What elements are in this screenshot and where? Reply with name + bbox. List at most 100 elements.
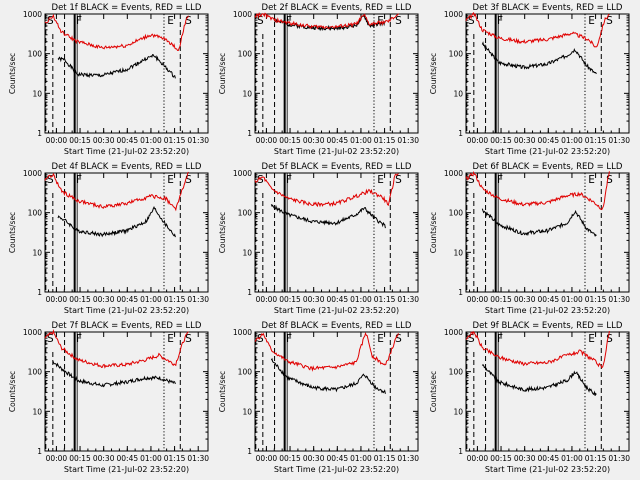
y-tick-label: 1 [37,288,42,297]
x-tick-label: 00:00 [46,136,68,145]
y-axis-label: Counts/sec [8,371,17,412]
chart-title: Det 3f BLACK = Events, RED = LLD [473,3,623,13]
plot-frame [254,331,419,452]
chart-panel: Det 8f BLACK = Events, RED = LLD 1 10 100 10… [218,321,419,474]
y-tick-label: 100 [238,368,253,377]
x-tick-label: 01:00 [561,295,583,304]
marker-label: F [497,15,503,27]
marker-label: E [167,15,174,27]
x-tick-label: 01:15 [585,136,607,145]
x-axis-label: Start Time (21-Jul-02 23:52:20) [64,465,189,474]
plot-frame [254,13,419,134]
y-tick-label: 1 [37,447,42,456]
y-tick-label: 1 [247,447,252,456]
y-axis-label: Counts/sec [429,371,438,412]
x-tick-label: 01:15 [164,136,186,145]
y-tick-label: 10 [242,248,252,257]
x-tick-label: 01:00 [350,295,372,304]
x-tick-label: 00:30 [93,295,115,304]
marker-label: F [286,15,292,27]
plot-frame [465,172,630,293]
lld-series-line [44,13,189,52]
chart-panel: Det 2f BLACK = Events, RED = LLD 1 10 100 10… [218,3,419,156]
x-tick-label: 00:15 [490,454,512,463]
y-axis-label: Counts/sec [218,371,227,412]
plot-frame [254,172,419,293]
x-tick-label: 01:30 [397,454,419,463]
x-tick-label: 01:15 [164,454,186,463]
x-tick-label: 01:00 [140,295,162,304]
chart-panel: Det 6f BLACK = Events, RED = LLD 1 10 100 10… [429,162,630,315]
x-tick-label: 01:00 [140,454,162,463]
y-tick-label: 1000 [444,169,463,178]
x-tick-label: 00:30 [303,136,325,145]
plot-frame [44,13,209,134]
x-tick-label: 00:15 [69,454,91,463]
marker-label: F [497,333,503,345]
events-series-line [57,53,176,79]
y-tick-label: 1 [458,447,463,456]
x-tick-label: 00:00 [46,454,68,463]
x-tick-label: 01:30 [608,295,630,304]
x-tick-label: 00:00 [256,454,278,463]
x-tick-label: 00:15 [279,295,301,304]
lld-series-line [465,170,610,211]
x-tick-label: 01:30 [397,136,419,145]
x-axis-label: Start Time (21-Jul-02 23:52:20) [274,306,399,315]
x-tick-label: 00:15 [490,136,512,145]
y-tick-label: 1000 [233,169,252,178]
marker-label: S [47,174,54,186]
x-tick-label: 01:30 [187,136,209,145]
marker-label: S [606,174,613,186]
y-tick-label: 10 [453,407,463,416]
y-axis-label: Counts/sec [8,212,17,253]
x-tick-label: 00:00 [467,295,489,304]
y-axis-label: Counts/sec [429,53,438,94]
y-tick-label: 1000 [444,10,463,19]
y-tick-label: 10 [453,89,463,98]
marker-label: E [377,174,384,186]
y-tick-label: 10 [32,407,42,416]
x-tick-label: 00:45 [117,295,139,304]
x-tick-label: 01:00 [561,136,583,145]
x-tick-label: 01:15 [164,295,186,304]
x-tick-label: 00:45 [117,136,139,145]
x-tick-label: 01:15 [374,136,396,145]
y-tick-label: 1000 [23,328,42,337]
marker-label: S [257,333,264,345]
chart-panel: Det 4f BLACK = Events, RED = LLD 1 10 100 10… [8,162,209,315]
y-tick-label: 1 [247,129,252,138]
plot-frame [44,331,209,452]
marker-label: E [588,174,595,186]
plot-frame [465,331,630,452]
marker-label: S [47,333,54,345]
chart-panel: Det 7f BLACK = Events, RED = LLD 1 10 100 10… [8,321,209,474]
x-tick-label: 01:30 [608,136,630,145]
x-tick-label: 01:30 [608,454,630,463]
y-tick-label: 100 [238,209,253,218]
lld-series-line [44,329,189,369]
y-tick-label: 1000 [23,169,42,178]
chart-title: Det 7f BLACK = Events, RED = LLD [52,321,202,331]
marker-label: S [606,15,613,27]
y-tick-label: 100 [28,368,43,377]
x-tick-label: 01:30 [187,295,209,304]
y-tick-label: 1 [458,288,463,297]
y-tick-label: 100 [449,368,464,377]
x-tick-label: 00:45 [538,136,560,145]
chart-title: Det 1f BLACK = Events, RED = LLD [52,3,202,13]
marker-label: S [47,15,54,27]
x-tick-label: 00:30 [514,454,536,463]
x-axis-label: Start Time (21-Jul-02 23:52:20) [485,306,610,315]
x-tick-label: 00:30 [93,136,115,145]
lld-series-line [465,330,610,369]
marker-label: E [588,15,595,27]
y-tick-label: 10 [453,248,463,257]
x-tick-label: 01:15 [374,454,396,463]
lld-series-line [465,12,610,48]
chart-panel: Det 5f BLACK = Events, RED = LLD 1 10 100 10… [218,162,419,315]
chart-title: Det 6f BLACK = Events, RED = LLD [473,162,623,172]
x-tick-label: 01:15 [585,454,607,463]
x-axis-label: Start Time (21-Jul-02 23:52:20) [485,465,610,474]
x-tick-label: 00:15 [279,454,301,463]
